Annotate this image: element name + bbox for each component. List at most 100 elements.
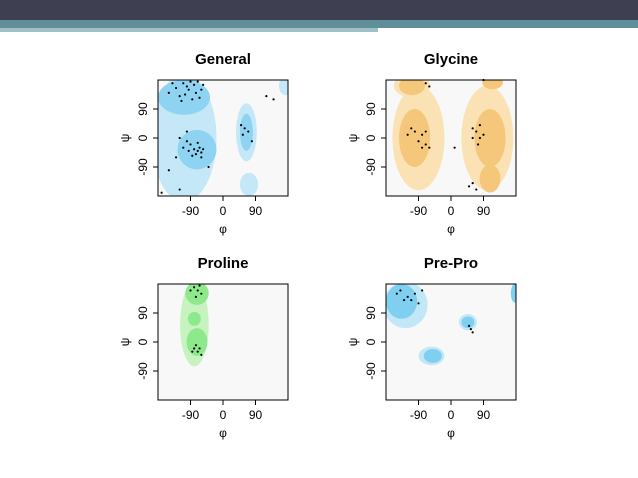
x-axis-label: φ <box>447 426 455 440</box>
x-tick-label: -90 <box>410 408 428 422</box>
y-tick-label: 0 <box>136 134 150 141</box>
point <box>272 98 275 101</box>
point <box>178 136 181 140</box>
point <box>471 127 474 130</box>
point <box>185 85 188 88</box>
y-tick-label: -90 <box>136 362 150 380</box>
point <box>191 350 194 353</box>
density-region <box>510 284 516 303</box>
density-region <box>239 113 253 151</box>
density-regions <box>158 80 288 196</box>
point <box>402 299 406 302</box>
density-regions <box>180 284 209 367</box>
density-region <box>187 311 201 326</box>
y-axis-label: ψ <box>118 134 132 143</box>
point <box>189 80 192 83</box>
point <box>453 146 456 149</box>
point <box>183 93 187 96</box>
y-axis-label: ψ <box>346 134 360 143</box>
point <box>471 136 474 140</box>
point <box>191 154 194 157</box>
point <box>410 127 413 130</box>
point <box>196 289 199 292</box>
density-regions <box>386 284 516 366</box>
point <box>467 185 471 188</box>
density-region <box>399 80 425 96</box>
point <box>194 344 198 347</box>
y-tick-label: 0 <box>364 338 378 345</box>
x-tick-label: -90 <box>410 204 428 218</box>
density-region <box>386 284 418 319</box>
point <box>187 149 190 152</box>
point <box>200 156 203 159</box>
point <box>471 182 474 185</box>
point <box>171 82 174 85</box>
y-axis-label: ψ <box>118 338 132 347</box>
point <box>421 146 424 149</box>
point <box>196 350 199 353</box>
point <box>198 96 201 99</box>
x-tick-label: 0 <box>220 204 227 218</box>
chart-title: Proline <box>198 255 249 272</box>
point <box>194 91 198 94</box>
density-region <box>158 80 210 115</box>
point <box>202 83 205 86</box>
point <box>196 149 199 152</box>
point <box>160 191 163 194</box>
x-tick-label: 0 <box>448 204 455 218</box>
point <box>200 353 203 356</box>
point <box>189 289 192 292</box>
point <box>428 85 431 88</box>
point <box>478 136 481 140</box>
point <box>193 347 196 350</box>
point <box>410 299 413 302</box>
density-region <box>399 109 431 167</box>
point <box>189 143 192 146</box>
chart-title: General <box>195 51 251 68</box>
point <box>180 99 183 103</box>
y-axis-label: ψ <box>346 338 360 347</box>
x-axis-label: φ <box>219 426 227 440</box>
point <box>178 188 181 191</box>
x-tick-label: 90 <box>249 408 263 422</box>
plot-background <box>158 284 288 400</box>
y-tick-label: -90 <box>364 362 378 380</box>
point <box>198 146 201 149</box>
point <box>207 165 210 169</box>
point <box>187 88 190 91</box>
point <box>185 140 188 143</box>
point <box>406 133 409 136</box>
banner-gap <box>378 28 638 30</box>
point <box>193 286 196 289</box>
point <box>191 98 194 101</box>
y-tick-label: 90 <box>364 102 378 116</box>
point <box>193 148 196 151</box>
x-axis-label: φ <box>447 222 455 236</box>
point <box>265 95 268 98</box>
x-tick-label: 90 <box>477 408 491 422</box>
point <box>174 86 178 90</box>
x-axis-label: φ <box>219 222 227 236</box>
point <box>174 156 178 159</box>
density-region <box>186 328 208 356</box>
point <box>239 124 243 127</box>
density-region <box>177 129 217 170</box>
point <box>482 78 485 82</box>
x-tick-label: 90 <box>477 204 491 218</box>
point <box>471 331 474 334</box>
x-tick-label: -90 <box>182 204 200 218</box>
point <box>193 83 196 86</box>
point <box>196 141 199 144</box>
point <box>475 188 478 191</box>
point <box>469 328 472 331</box>
point <box>399 289 402 292</box>
point <box>200 151 203 154</box>
chart-title: Pre-Pro <box>424 255 478 272</box>
x-tick-label: 0 <box>220 408 227 422</box>
banner-stripe-light <box>0 28 378 32</box>
point <box>475 130 478 133</box>
point <box>200 292 203 295</box>
point <box>167 169 170 172</box>
density-region <box>482 80 503 90</box>
